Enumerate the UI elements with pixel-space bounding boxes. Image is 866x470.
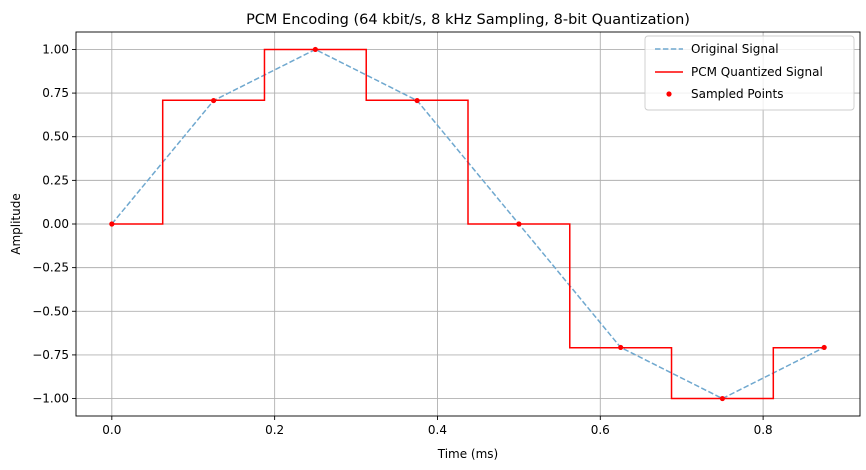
y-tick-label: 0.50 [42, 130, 69, 144]
x-tick-label: 0.2 [265, 423, 284, 437]
x-tick-label: 0.6 [591, 423, 610, 437]
sampled-points-marker [312, 46, 318, 53]
sampled-points-marker [821, 344, 827, 351]
x-axis-label: Time (ms) [437, 447, 499, 461]
y-tick-label: 0.00 [42, 217, 69, 231]
y-tick-label: −1.00 [32, 392, 69, 406]
y-axis-label: Amplitude [9, 193, 23, 255]
series-layer [109, 46, 827, 402]
x-tick-label: 0.8 [754, 423, 773, 437]
x-tick-label: 0.4 [428, 423, 447, 437]
legend-sampled-points-marker [666, 91, 672, 97]
sampled-points-marker [618, 344, 624, 351]
y-tick-label: −0.75 [32, 348, 69, 362]
y-tick-label: 1.00 [42, 42, 69, 56]
legend-box [644, 35, 855, 111]
chart-title: PCM Encoding (64 kbit/s, 8 kHz Sampling,… [246, 12, 690, 28]
sampled-points-marker [719, 395, 726, 402]
legend-sampled-points-label: Sampled Points [691, 87, 783, 101]
sampled-points-marker [109, 221, 115, 227]
sampled-points-marker [516, 221, 522, 227]
y-tick-label: 0.25 [42, 173, 69, 187]
x-tick-label: 0.0 [102, 423, 121, 437]
y-tick-label: −0.50 [32, 304, 69, 318]
tick-layer: 0.0 0.2 0.4 0.6 0.8 1.00 0.75 0.50 0.25 0.00 −0.25… [32, 42, 772, 437]
sampled-points-marker [210, 97, 217, 104]
y-tick-label: −0.25 [32, 261, 69, 275]
legend-original-signal-label: Original Signal [691, 42, 779, 56]
sampled-points-marker [414, 97, 420, 104]
legend: Original Signal PCM Quantized Signal Sam… [644, 35, 855, 111]
legend-pcm-quantized-label: PCM Quantized Signal [691, 65, 823, 79]
y-tick-label: 0.75 [42, 86, 69, 100]
